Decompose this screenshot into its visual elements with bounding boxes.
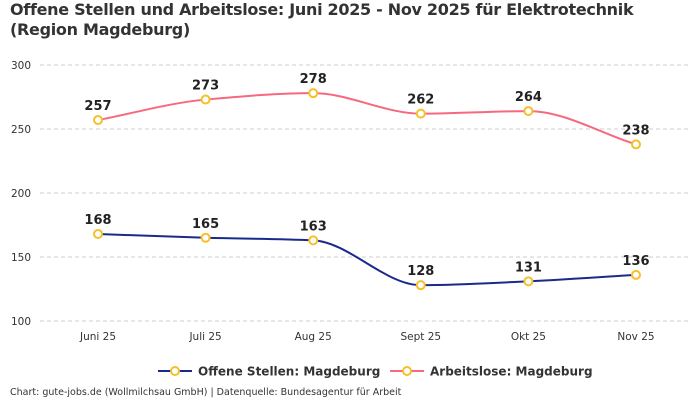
data-point[interactable] (93, 228, 103, 239)
data-point[interactable] (631, 269, 641, 280)
data-point[interactable] (523, 106, 534, 117)
data-point[interactable] (415, 280, 426, 291)
data-point[interactable] (93, 115, 103, 126)
legend-item[interactable]: Offene Stellen: Magdeburg (198, 365, 380, 379)
x-tick-label: Nov 25 (617, 331, 654, 343)
data-point[interactable] (308, 235, 319, 246)
data-point[interactable] (308, 88, 319, 99)
data-label: 128 (407, 264, 434, 279)
data-label: 163 (300, 219, 327, 234)
data-point[interactable] (631, 139, 641, 150)
data-point[interactable] (200, 232, 211, 243)
x-tick-label: Okt 25 (511, 331, 546, 343)
data-label: 262 (407, 93, 434, 108)
y-tick-label: 200 (11, 188, 31, 200)
series-line-1 (97, 92, 637, 146)
data-label: 165 (192, 217, 219, 232)
x-tick-label: Sept 25 (400, 331, 441, 343)
chart-title: Offene Stellen und Arbeitslose: Juni 202… (10, 0, 634, 39)
y-tick-label: 250 (11, 124, 31, 136)
data-label: 273 (192, 79, 219, 94)
series-line-0 (97, 232, 637, 287)
legend-marker (170, 366, 180, 376)
data-label: 131 (515, 260, 542, 275)
x-tick-label: Juni 25 (79, 331, 116, 343)
data-label: 168 (84, 213, 111, 228)
chart-credit: Chart: gute-jobs.de (Wollmilchsau GmbH) … (10, 387, 402, 398)
x-tick-label: Juli 25 (188, 331, 221, 343)
y-tick-label: 300 (11, 60, 31, 72)
legend-item[interactable]: Arbeitslose: Magdeburg (430, 365, 593, 379)
y-tick-label: 100 (11, 316, 31, 328)
legend-marker (402, 366, 412, 376)
data-point[interactable] (200, 94, 211, 105)
data-point[interactable] (415, 108, 426, 119)
data-point[interactable] (523, 276, 534, 287)
x-tick-label: Aug 25 (295, 331, 332, 343)
data-label: 264 (515, 90, 542, 105)
data-label: 238 (622, 123, 649, 138)
data-label: 257 (84, 99, 111, 114)
y-tick-label: 150 (11, 252, 31, 264)
data-label: 278 (300, 72, 327, 87)
data-label: 136 (622, 254, 649, 269)
